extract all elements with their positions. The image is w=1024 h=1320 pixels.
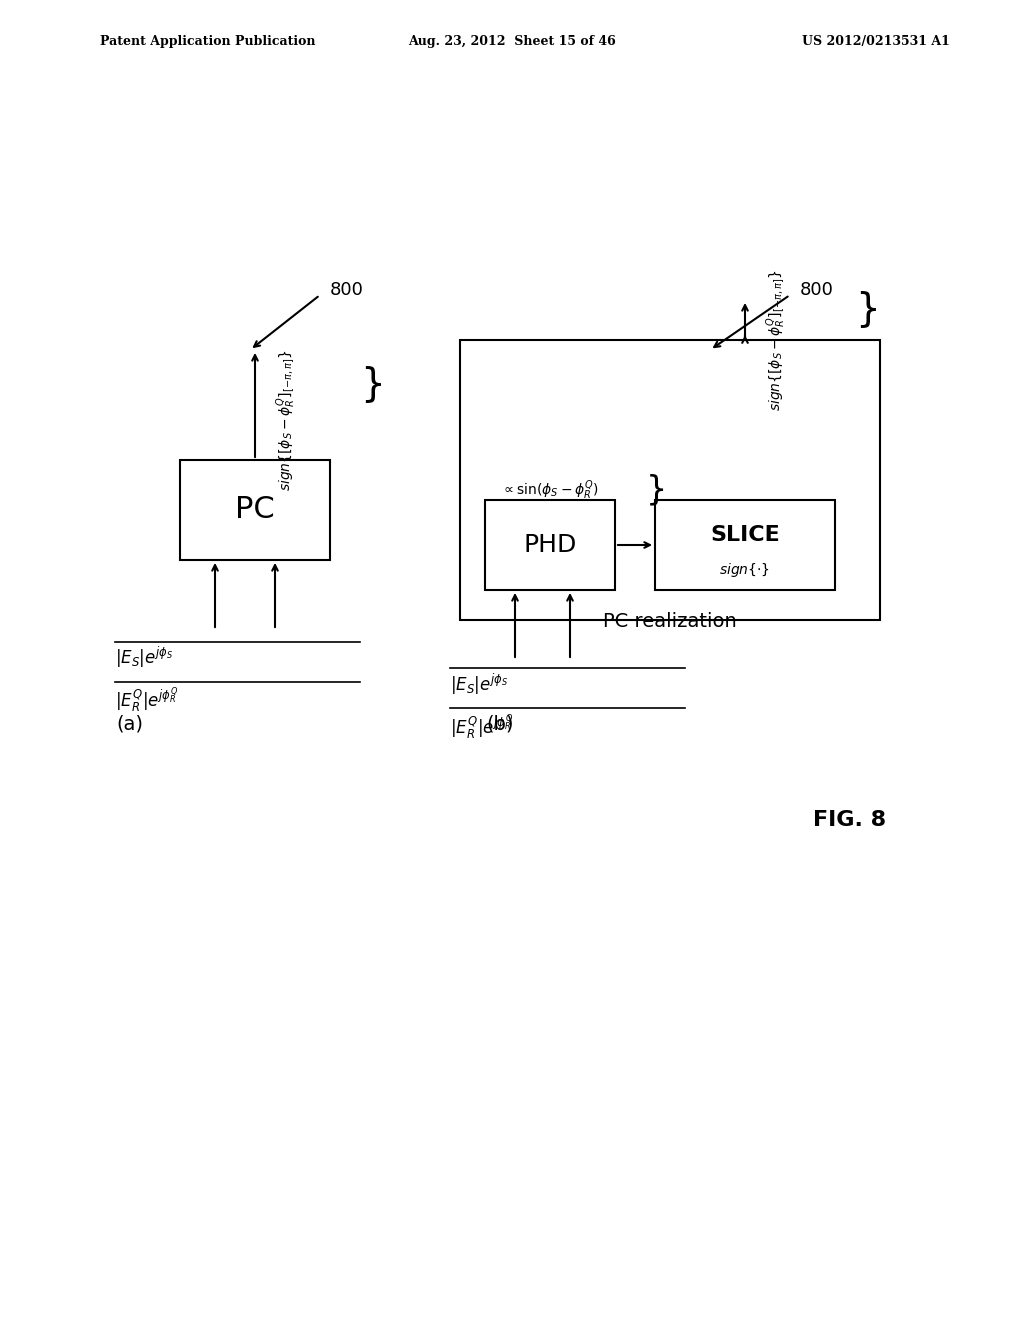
Text: 800: 800 bbox=[330, 281, 364, 300]
Text: 800: 800 bbox=[800, 281, 834, 300]
Text: $sign\{[\phi_S - \phi_R^Q]_{[-\pi,\pi]}\}$: $sign\{[\phi_S - \phi_R^Q]_{[-\pi,\pi]}\… bbox=[275, 350, 298, 491]
Text: SLICE: SLICE bbox=[710, 525, 780, 545]
FancyBboxPatch shape bbox=[180, 459, 330, 560]
Text: PC: PC bbox=[236, 495, 274, 524]
Text: US 2012/0213531 A1: US 2012/0213531 A1 bbox=[802, 36, 950, 48]
Text: (b): (b) bbox=[486, 715, 514, 734]
Text: $|E_R^Q|e^{j\phi_R^Q}$: $|E_R^Q|e^{j\phi_R^Q}$ bbox=[115, 685, 178, 714]
FancyBboxPatch shape bbox=[485, 500, 615, 590]
Text: $\}$: $\}$ bbox=[855, 289, 877, 330]
Text: $\}$: $\}$ bbox=[645, 473, 664, 508]
Text: $|E_R^Q|e^{j\phi_R^Q}$: $|E_R^Q|e^{j\phi_R^Q}$ bbox=[450, 711, 514, 741]
Text: (a): (a) bbox=[117, 715, 143, 734]
Text: PHD: PHD bbox=[523, 533, 577, 557]
Text: $sign\{[\phi_S - \phi_R^Q]_{[-\pi,\pi]}\}$: $sign\{[\phi_S - \phi_R^Q]_{[-\pi,\pi]}\… bbox=[765, 269, 788, 411]
Text: $|E_S|e^{j\phi_S}$: $|E_S|e^{j\phi_S}$ bbox=[115, 645, 173, 671]
Text: FIG. 8: FIG. 8 bbox=[813, 810, 887, 830]
FancyBboxPatch shape bbox=[655, 500, 835, 590]
Text: PC realization: PC realization bbox=[603, 612, 737, 631]
Text: $|E_S|e^{j\phi_S}$: $|E_S|e^{j\phi_S}$ bbox=[450, 672, 509, 697]
FancyBboxPatch shape bbox=[460, 341, 880, 620]
Text: $sign\{\cdot\}$: $sign\{\cdot\}$ bbox=[720, 561, 770, 579]
Text: $\}$: $\}$ bbox=[360, 364, 382, 405]
Text: Patent Application Publication: Patent Application Publication bbox=[100, 36, 315, 48]
Text: $\propto\sin(\phi_S - \phi_R^Q)$: $\propto\sin(\phi_S - \phi_R^Q)$ bbox=[501, 478, 599, 502]
Text: Aug. 23, 2012  Sheet 15 of 46: Aug. 23, 2012 Sheet 15 of 46 bbox=[409, 36, 615, 48]
